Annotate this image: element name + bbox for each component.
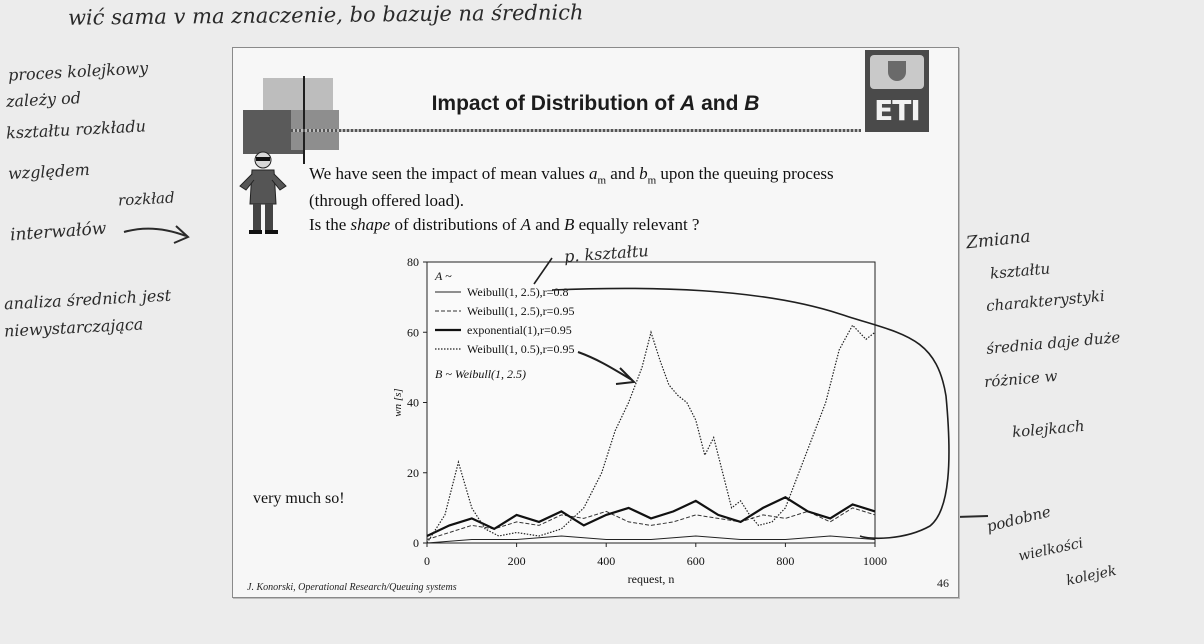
handwritten-left-note-3: kształtu rozkładu xyxy=(5,116,147,143)
handwritten-left-note-1: proces kolejkowy xyxy=(7,58,149,85)
handwritten-bottom-note-2: wielkości xyxy=(1017,535,1085,565)
handwritten-arrow-icon xyxy=(123,225,190,244)
y-tick-label: 40 xyxy=(407,396,419,410)
handwritten-right-note-3: charakterystyki xyxy=(985,286,1106,316)
x-tick-label: 600 xyxy=(687,554,705,568)
x-tick-label: 400 xyxy=(597,554,615,568)
handwritten-right-note-5: różnice w xyxy=(983,366,1059,392)
y-tick-label: 0 xyxy=(413,536,419,550)
person-clipart-icon xyxy=(239,151,287,234)
y-tick-label: 20 xyxy=(407,466,419,480)
legend-header: A ~ xyxy=(434,269,452,283)
handwritten-right-note-6: kolejkach xyxy=(1011,416,1086,442)
legend-label-1: Weibull(1, 2.5),r=0.8 xyxy=(467,285,568,299)
handwritten-left-note-4: względem xyxy=(7,159,91,184)
handwritten-left-note-6: interwałów xyxy=(9,218,107,246)
page-number: 46 xyxy=(937,576,949,590)
title-rule xyxy=(291,129,861,132)
intro-line-1: We have seen the impact of mean values a… xyxy=(309,164,834,187)
x-tick-label: 0 xyxy=(424,554,430,568)
handwritten-right-note-2: kształtu xyxy=(989,259,1051,283)
handwritten-bottom-note-3: kolejek xyxy=(1064,562,1118,590)
legend-label-4: Weibull(1, 0.5),r=0.95 xyxy=(467,342,574,356)
handwritten-right-note-4: średnia daje duże xyxy=(985,328,1121,358)
slide: Impact of Distribution of A and B ETI We… xyxy=(232,47,959,598)
handwritten-right-note-1: Zmiana xyxy=(965,226,1032,254)
x-tick-label: 800 xyxy=(776,554,794,568)
y-axis-label: wn [s] xyxy=(392,388,404,416)
handwritten-left-note-2: zależy od xyxy=(5,88,82,111)
intro-line-3: Is the shape of distributions of A and B… xyxy=(309,215,700,234)
x-axis-label: request, n xyxy=(628,572,675,586)
y-tick-label: 60 xyxy=(407,325,419,339)
legend-label-2: Weibull(1, 2.5),r=0.95 xyxy=(467,304,574,318)
decorative-squares xyxy=(241,76,341,164)
slide-title: Impact of Distribution of A and B xyxy=(431,92,760,115)
legend-footer: B ~ Weibull(1, 2.5) xyxy=(435,367,526,381)
queue-chart: 0 200 400 600 800 1000 0 20 40 60 80 request, n wn [… xyxy=(392,255,887,586)
x-tick-label: 1000 xyxy=(863,554,887,568)
footer-left: J. Konorski, Operational Research/Queuin… xyxy=(247,582,457,593)
handwritten-left-note-8: niewystarczająca xyxy=(3,314,144,341)
handwritten-dash-icon xyxy=(955,515,989,518)
legend-label-3: exponential(1),r=0.95 xyxy=(467,323,572,337)
intro-line-2: (through offered load). xyxy=(309,191,464,210)
handwritten-left-note-5: rozkład xyxy=(117,188,176,210)
x-tick-label: 200 xyxy=(508,554,526,568)
y-tick-label: 80 xyxy=(407,255,419,269)
very-much-so: very much so! xyxy=(253,490,345,507)
handwritten-bottom-note-1: podobne xyxy=(984,502,1053,536)
logo-text: ETI xyxy=(874,94,921,127)
handwritten-left-note-7: analiza średnich jest xyxy=(3,285,172,314)
eti-logo: ETI xyxy=(865,50,929,132)
handwritten-top-line: wić sama v ma znaczenie, bo bazuje na śr… xyxy=(67,0,584,30)
